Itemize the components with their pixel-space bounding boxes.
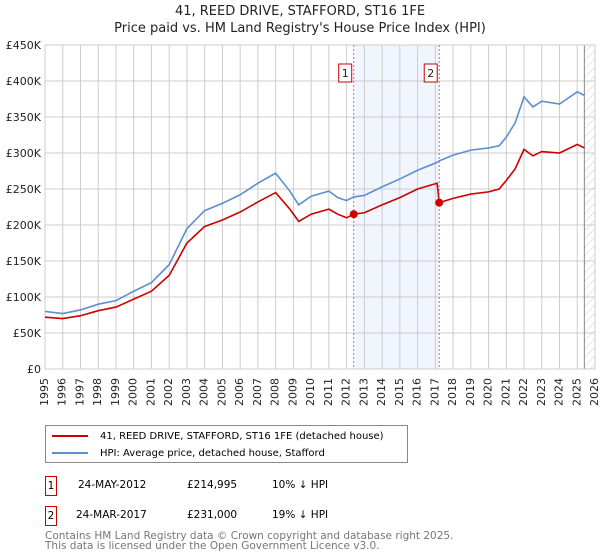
x-tick-label: 2018 xyxy=(446,378,459,406)
x-tick-label: 2025 xyxy=(570,378,583,406)
sale-label: 1 xyxy=(342,67,349,80)
x-tick-label: 1996 xyxy=(56,378,69,406)
x-tick-label: 2001 xyxy=(144,378,157,406)
hpi-line xyxy=(44,90,585,315)
sale-point xyxy=(349,210,358,219)
footer-line-1: Contains HM Land Registry data © Crown c… xyxy=(45,530,454,542)
x-tick-label: 2004 xyxy=(198,378,211,406)
y-tick-label: £100K xyxy=(6,291,42,304)
x-tick-label: 2003 xyxy=(180,378,193,406)
x-tick-label: 1999 xyxy=(109,378,122,406)
x-tick-label: 2017 xyxy=(428,378,441,406)
legend-label-hpi: HPI: Average price, detached house, Staf… xyxy=(100,447,325,459)
legend: 41, REED DRIVE, STAFFORD, ST16 1FE (deta… xyxy=(45,425,408,463)
x-tick-label: 2011 xyxy=(322,378,335,406)
sale-point xyxy=(435,198,444,207)
x-tick-label: 2020 xyxy=(482,378,495,406)
x-tick-label: 2024 xyxy=(553,378,566,406)
y-tick-label: £200K xyxy=(6,219,42,232)
sale-price: £231,000 xyxy=(187,509,238,521)
x-tick-label: 2002 xyxy=(162,378,175,406)
x-tick-label: 2022 xyxy=(517,378,530,406)
x-tick-label: 2016 xyxy=(411,378,424,406)
y-tick-label: £300K xyxy=(6,147,42,160)
sale-price: £214,995 xyxy=(187,479,238,491)
sale-date: 24-MAR-2017 xyxy=(76,509,147,521)
sale-label-box xyxy=(338,63,353,83)
plot-area: 1995 1996 1997 1998 1999 2000 2001 2002 2003 2004… xyxy=(6,39,600,406)
y-tick-label: £450K xyxy=(6,39,42,52)
x-tick-label: 2010 xyxy=(304,378,317,406)
chart-subtitle: Price paid vs. HM Land Registry's House … xyxy=(114,21,486,36)
future-hatch xyxy=(584,45,595,369)
x-tick-label: 2021 xyxy=(499,378,512,406)
sale-hpi-diff: 10% ↓ HPI xyxy=(272,479,329,491)
property-price-line xyxy=(44,143,585,320)
x-tick-label: 2006 xyxy=(233,378,246,406)
chart-title: 41, REED DRIVE, STAFFORD, ST16 1FE xyxy=(174,4,426,19)
legend-label-property: 41, REED DRIVE, STAFFORD, ST16 1FE (deta… xyxy=(100,430,384,442)
sale-row: 2 24-MAR-2017 £231,000 19% ↓ HPI xyxy=(45,506,545,526)
x-tick-label: 2023 xyxy=(535,378,548,406)
x-tick-label: 2013 xyxy=(357,378,370,406)
plot-border xyxy=(44,44,596,370)
x-tick-label: 1998 xyxy=(91,378,104,406)
y-tick-label: £350K xyxy=(6,111,42,124)
x-tick-label: 2014 xyxy=(375,378,388,406)
x-tick-label: 1997 xyxy=(73,378,86,406)
sale-span-shade xyxy=(353,45,440,369)
y-tick-label: £50K xyxy=(13,327,42,340)
x-tick-label: 1995 xyxy=(38,378,51,406)
sale-row: 1 24-MAY-2012 £214,995 10% ↓ HPI xyxy=(45,476,545,496)
x-tick-label: 2005 xyxy=(215,378,228,406)
x-tick-label: 2007 xyxy=(251,378,264,406)
sale-badge: 1 xyxy=(45,476,57,496)
sale-badge: 2 xyxy=(45,506,57,526)
legend-swatch-property xyxy=(52,435,88,437)
sale-label: 2 xyxy=(427,67,434,80)
x-tick-label: 2012 xyxy=(340,378,353,406)
footer: Contains HM Land Registry data © Crown c… xyxy=(45,530,454,552)
x-tick-label: 2008 xyxy=(269,378,282,406)
sale-hpi-diff: 19% ↓ HPI xyxy=(272,509,329,521)
x-tick-label: 2026 xyxy=(588,378,600,406)
y-tick-label: £250K xyxy=(6,183,42,196)
y-tick-label: £400K xyxy=(6,75,42,88)
sale-label-box xyxy=(423,63,438,83)
y-tick-label: £150K xyxy=(6,255,42,268)
x-tick-label: 2009 xyxy=(286,378,299,406)
footer-line-2: This data is licensed under the Open Gov… xyxy=(45,540,380,552)
x-tick-label: 2015 xyxy=(393,378,406,406)
legend-swatch-hpi xyxy=(52,452,88,454)
x-tick-label: 2019 xyxy=(464,378,477,406)
y-tick-label: £0 xyxy=(27,363,41,376)
x-tick-label: 2000 xyxy=(127,378,140,406)
sale-date: 24-MAY-2012 xyxy=(78,479,147,491)
